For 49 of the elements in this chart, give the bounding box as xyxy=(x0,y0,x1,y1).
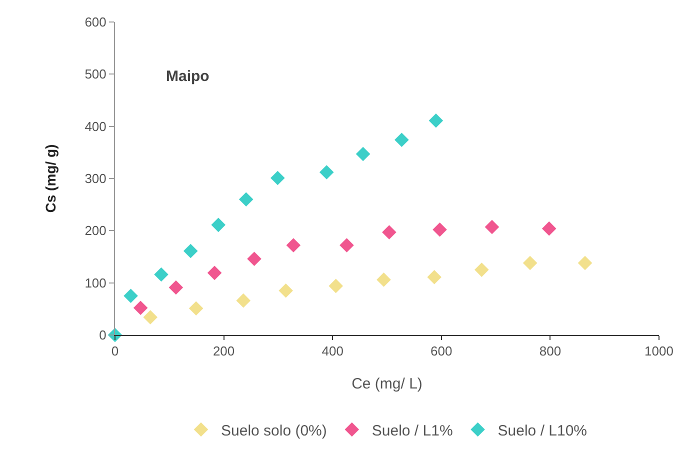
x-tick-label: 600 xyxy=(430,344,452,359)
point xyxy=(183,244,198,258)
point xyxy=(522,256,538,270)
point xyxy=(328,278,344,294)
point xyxy=(356,146,370,162)
legend-label: Suelo / L1% xyxy=(372,422,453,440)
point xyxy=(286,238,301,252)
x-tick-label: 0 xyxy=(111,344,119,359)
y-tick-label: 500 xyxy=(84,66,106,82)
y-tick-label: 300 xyxy=(84,171,106,186)
point xyxy=(270,170,285,186)
x-tick-label: 1000 xyxy=(644,344,674,359)
point xyxy=(340,238,354,252)
point xyxy=(484,220,500,234)
x-tick-label: 800 xyxy=(539,344,562,359)
point xyxy=(382,225,396,240)
point xyxy=(207,266,222,280)
y-tick-label: 0 xyxy=(99,328,106,343)
x-axis-title: Ce (mg/ L) xyxy=(352,376,422,393)
legend-label: Suelo solo (0%) xyxy=(221,422,327,440)
point xyxy=(168,280,184,295)
point xyxy=(319,165,334,180)
point xyxy=(247,252,262,266)
point xyxy=(432,222,447,237)
annotation: Maipo xyxy=(166,68,210,85)
point xyxy=(428,113,444,128)
y-axis-title: Cs (mg/ g) xyxy=(42,144,58,213)
point xyxy=(278,284,293,298)
point xyxy=(376,272,391,287)
x-tick-label: 200 xyxy=(212,344,235,359)
y-tick-label: 200 xyxy=(84,223,106,238)
y-tick-label: 400 xyxy=(84,118,106,134)
point xyxy=(238,192,254,207)
point xyxy=(542,221,556,236)
y-tick-label: 600 xyxy=(84,14,106,30)
point xyxy=(474,262,489,277)
point xyxy=(578,256,592,270)
y-tick-label: 100 xyxy=(84,275,106,290)
point xyxy=(133,300,148,316)
point xyxy=(394,132,409,148)
point xyxy=(143,310,158,324)
point xyxy=(211,218,226,232)
point xyxy=(236,293,251,308)
point xyxy=(124,288,138,304)
point xyxy=(427,270,442,284)
x-tick-label: 400 xyxy=(322,344,344,359)
point xyxy=(188,301,204,316)
legend-label: Suelo / L10% xyxy=(498,422,588,440)
point xyxy=(154,267,168,282)
